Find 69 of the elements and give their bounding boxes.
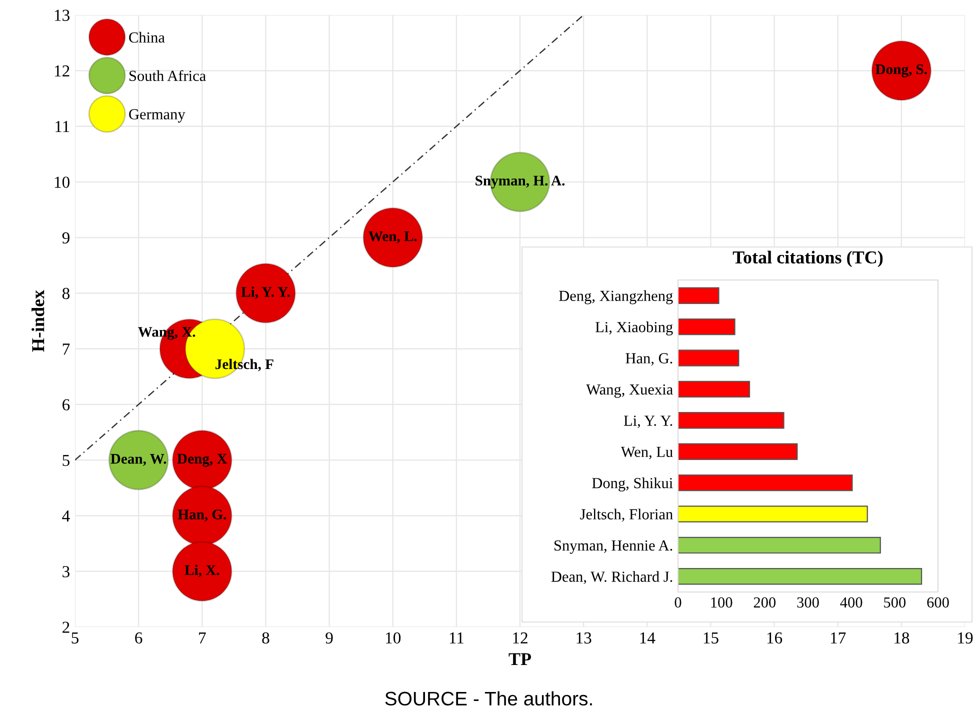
y-tick-label: 13: [54, 10, 70, 21]
x-tick-label: 6: [135, 632, 142, 644]
y-tick-label: 9: [62, 232, 70, 244]
y-tick-label: Han, G.: [626, 353, 672, 366]
x-tick-label: 13: [576, 632, 592, 644]
x-tick-label: 0: [674, 597, 682, 608]
legend-label: South Africa: [129, 70, 206, 82]
bar: [678, 536, 881, 554]
y-tick-label: Deng, Xiangzheng: [559, 290, 673, 304]
y-tick-label: 8: [62, 288, 70, 300]
y-tick-label: 11: [56, 121, 70, 132]
annotation: Deng, X: [177, 454, 228, 467]
x-tick-label: 300: [797, 597, 819, 608]
x-tick-label: 18: [894, 632, 910, 644]
x-tick-label: 16: [767, 632, 782, 644]
y-tick-label: Li, Xiaobing: [596, 322, 673, 336]
y-tick-label: 5: [62, 454, 70, 466]
bar: [678, 506, 868, 522]
annotation: Li, X.: [184, 564, 220, 578]
y-tick-label: 10: [54, 176, 70, 188]
x-tick-label: 12: [513, 632, 528, 644]
bar: [678, 474, 853, 492]
x-tick-label: 7: [199, 632, 206, 644]
y-tick-label: Jeltsch, Florian: [580, 508, 673, 522]
x-tick-label: 19: [958, 632, 973, 644]
annotation: Dean, W.: [110, 454, 166, 466]
x-tick-label: 200: [754, 597, 776, 608]
x-tick-label: 5: [72, 632, 79, 644]
y-tick-label: 6: [62, 399, 70, 410]
y-tick-label: Dean, W. Richard J.: [551, 571, 672, 584]
y-tick-label: Dong, Shikui: [592, 478, 673, 492]
y-tick-label: Snyman, Hennie A.: [554, 540, 672, 554]
x-tick-label: 10: [386, 632, 401, 644]
y-tick-label: Wen, Lu: [620, 446, 673, 460]
legend-label: Germany: [129, 109, 186, 123]
x-tick-label: 11: [450, 632, 464, 644]
x-tick-label: 500: [884, 597, 906, 608]
y-tick-label: 3: [62, 566, 70, 578]
bar: [678, 350, 740, 366]
bar: [678, 287, 720, 304]
bar: [678, 443, 798, 460]
y-tick-label: Li, Y. Y.: [624, 416, 672, 428]
bar: [678, 380, 750, 398]
x-tick-label: 9: [326, 632, 333, 644]
x-tick-label: 600: [927, 597, 949, 608]
chart-title: Total citations (TC): [732, 250, 883, 268]
annotation: Han, G.: [178, 510, 226, 522]
y-axis-title: H-index: [32, 290, 44, 352]
annotation: Li, Y. Y.: [241, 286, 290, 299]
x-tick-label: 8: [262, 632, 270, 644]
y-tick-label: 7: [62, 344, 70, 355]
x-tick-label: 400: [840, 597, 862, 608]
annotation: Dong, S.: [876, 64, 927, 78]
y-tick-label: Wang, Xuexia: [586, 384, 673, 398]
point: [172, 541, 232, 602]
x-tick-label: 100: [711, 597, 732, 608]
bar: [678, 318, 736, 336]
annotation: Wen, L.: [368, 232, 417, 244]
x-axis-title: TP: [508, 653, 532, 666]
y-tick-label: 12: [54, 65, 70, 76]
x-tick-label: 15: [704, 632, 718, 644]
x-tick-label: 17: [830, 632, 846, 644]
legend-label: China: [129, 32, 165, 43]
y-tick-label: 2: [62, 622, 70, 633]
bar: [678, 412, 784, 429]
source-note: SOURCE - The authors.: [385, 691, 592, 706]
bar: [678, 568, 922, 585]
x-tick-label: 14: [640, 632, 656, 644]
y-tick-label: 4: [62, 510, 70, 522]
